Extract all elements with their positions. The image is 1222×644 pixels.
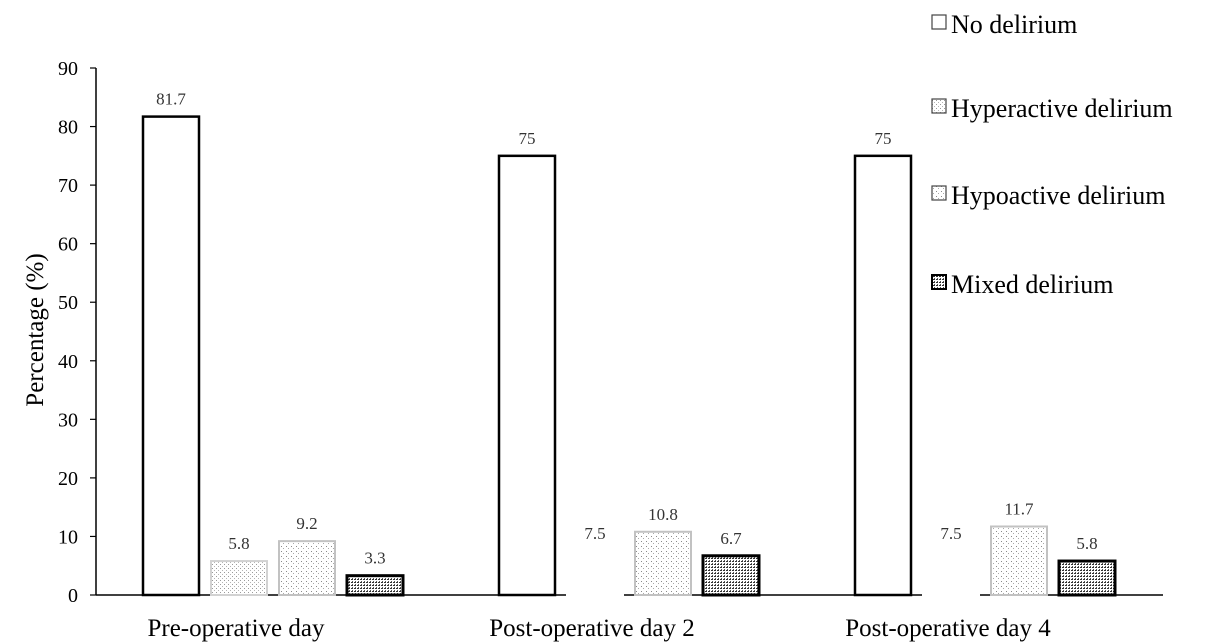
data-label-hyperactive-delirium: 5.8 [228, 534, 249, 553]
data-label-hyperactive-delirium: 7.5 [940, 524, 961, 543]
bar-mixed-delirium [345, 574, 405, 597]
data-label-hypoactive-delirium: 11.7 [1004, 499, 1034, 518]
data-labels-group: 81.7 5.8 9.2 3.3 75 7.5 10.8 6.7 75 7.5 11.7 5.8 [156, 90, 1098, 568]
bar-no-delirium [853, 154, 913, 597]
legend-label-no-delirium: No delirium [951, 10, 1077, 39]
y-tick-label: 0 [68, 585, 78, 607]
category-labels-group: Pre-operative day Post-operative day 2 Pos… [147, 615, 1051, 642]
legend-swatch-no-delirium [931, 14, 947, 30]
y-axis-ticks: 0 10 20 30 40 50 60 70 80 90 [58, 58, 96, 607]
bar-hypoactive-delirium [990, 525, 1048, 596]
y-tick-label: 20 [58, 468, 78, 490]
legend: No delirium Hyperactive delirium Hypoactiv… [931, 10, 1173, 299]
data-label-mixed-delirium: 6.7 [720, 529, 742, 548]
legend-label-mixed-delirium: Mixed delirium [951, 270, 1113, 299]
y-tick-label: 70 [58, 175, 78, 197]
bar-hypoactive-delirium [278, 540, 336, 597]
bar-hyperactive-delirium [566, 550, 624, 596]
data-label-no-delirium: 81.7 [156, 90, 186, 109]
data-label-hypoactive-delirium: 9.2 [296, 514, 317, 533]
bar-hypoactive-delirium [634, 530, 692, 597]
bar-mixed-delirium [701, 554, 761, 597]
data-label-mixed-delirium: 3.3 [364, 549, 385, 568]
x-category-label: Post-operative day 4 [845, 615, 1051, 642]
legend-label-hypoactive-delirium: Hypoactive delirium [951, 181, 1165, 210]
y-tick-label: 30 [58, 409, 78, 431]
bar-no-delirium [497, 154, 557, 597]
data-label-hypoactive-delirium: 10.8 [648, 505, 678, 524]
legend-label-hyperactive-delirium: Hyperactive delirium [951, 94, 1173, 123]
y-tick-label: 90 [58, 58, 78, 80]
x-category-label: Post-operative day 2 [489, 615, 695, 642]
y-tick-label: 10 [58, 526, 78, 548]
y-tick-label: 80 [58, 117, 78, 139]
y-tick-label: 50 [58, 292, 78, 314]
legend-swatch-mixed-delirium [931, 274, 947, 290]
data-label-hyperactive-delirium: 7.5 [584, 524, 605, 543]
bar-hyperactive-delirium [210, 560, 268, 597]
bar-series-group [141, 115, 1117, 597]
x-category-label: Pre-operative day [147, 615, 325, 642]
y-tick-label: 60 [58, 234, 78, 256]
bar-no-delirium [141, 115, 201, 597]
bar-hyperactive-delirium [922, 550, 980, 596]
data-label-no-delirium: 75 [875, 129, 892, 148]
data-label-no-delirium: 75 [519, 129, 536, 148]
y-tick-label: 40 [58, 351, 78, 373]
bar-mixed-delirium [1057, 559, 1117, 597]
y-axis-title: Percentage (%) [22, 253, 49, 406]
legend-swatch-hyperactive-delirium [931, 98, 947, 114]
data-label-mixed-delirium: 5.8 [1076, 534, 1097, 553]
legend-swatch-hypoactive-delirium [931, 185, 947, 201]
